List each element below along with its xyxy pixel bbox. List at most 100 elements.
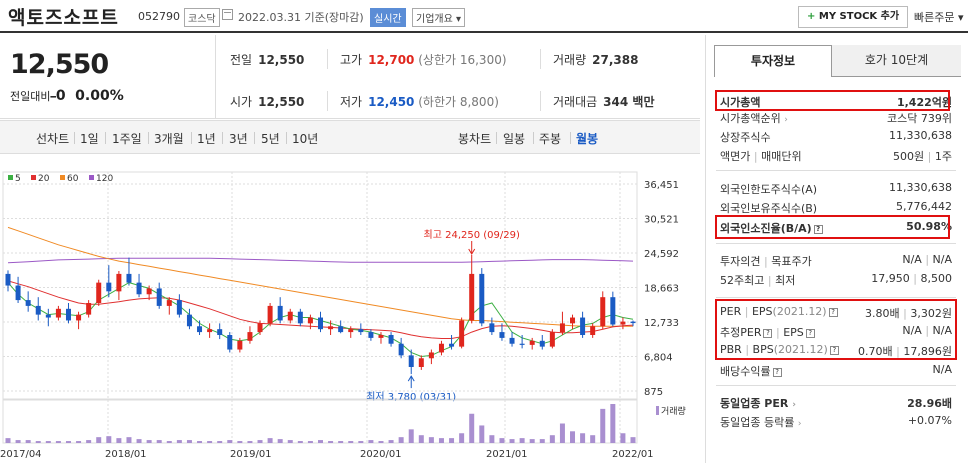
plus-icon: + (807, 11, 816, 22)
volume-bar (65, 441, 71, 443)
candle-body (65, 308, 71, 321)
candle (116, 270, 122, 301)
volume-bar (630, 437, 636, 443)
candle (418, 355, 424, 370)
candle-body (237, 340, 243, 350)
divider (74, 132, 75, 144)
divider (570, 132, 571, 144)
candle (600, 291, 606, 330)
market-cap-label: 시가총액 (720, 96, 761, 109)
rank-label-text: 시가총액순위 (720, 112, 781, 125)
tab-order-book[interactable]: 호가 10단계 (832, 45, 961, 77)
price-chart[interactable]: 5 20 60 120 36,451 30,521 24,592 18,663 12,733 6,… (0, 154, 700, 463)
candle-body (449, 343, 455, 347)
volume-bar (469, 413, 475, 443)
company-overview-button[interactable]: 기업개요 ▾ (412, 8, 466, 27)
change-value: 0 (55, 88, 66, 104)
divider (254, 132, 255, 144)
candle-daily[interactable]: 일봉 (503, 132, 526, 146)
candle-body (277, 305, 283, 321)
candle (459, 317, 465, 349)
volume-bar (156, 440, 162, 443)
info-icon[interactable]: ? (772, 368, 782, 377)
info-icon[interactable]: ? (763, 329, 773, 338)
candle-weekly[interactable]: 주봉 (539, 132, 562, 146)
volume-bar (388, 440, 394, 443)
divider (286, 132, 287, 144)
candle (287, 308, 293, 324)
industry-change-label[interactable]: 동일업종 등락률 › (720, 414, 801, 430)
line-chart-label[interactable]: 선차트 (36, 132, 70, 146)
opinion-row: 투자의견 | 목표주가 N/A | N/A (720, 251, 952, 269)
volume-bar (489, 435, 495, 443)
candle-body (15, 285, 21, 301)
volume-bar (116, 438, 122, 443)
period-1y[interactable]: 1년 (197, 132, 216, 146)
info-icon[interactable]: ? (805, 329, 815, 338)
stock-name: 액토즈소프트 (8, 7, 119, 29)
legend-swatch (89, 175, 94, 180)
est-per-value-text: N/A (902, 324, 922, 337)
52week-low-value: 8,500 (920, 272, 953, 285)
candle-monthly[interactable]: 월봉 (576, 132, 599, 146)
high-annotation: 최고 24,250 (09/29) (424, 229, 520, 241)
candle-chart-label[interactable]: 봉차트 (458, 132, 492, 146)
period-5y[interactable]: 5년 (261, 132, 280, 146)
industry-per-label-text: 동일업종 PER (720, 397, 789, 410)
per-period: (2021.12) (772, 305, 827, 318)
volume-bar (479, 425, 485, 443)
industry-per-label[interactable]: 동일업종 PER › (720, 395, 796, 411)
y-tick-label: 6,804 (644, 353, 673, 364)
tab-investment-info[interactable]: 투자정보 (714, 45, 832, 77)
volume-bar (418, 435, 424, 443)
info-icon[interactable]: ? (829, 346, 839, 355)
candle (570, 314, 576, 330)
info-icon[interactable]: ? (813, 225, 823, 234)
volume-bar (237, 441, 243, 443)
volume-bar (529, 439, 535, 443)
period-3y[interactable]: 3년 (229, 132, 248, 146)
candle (15, 276, 21, 303)
x-tick-label: 2018/01 (105, 449, 147, 460)
legend-5: 5 (15, 174, 21, 184)
x-tick-label: 2019/01 (230, 449, 272, 460)
volume-bar (398, 437, 404, 443)
divider (215, 35, 216, 119)
candle-body (86, 302, 92, 315)
candle (237, 337, 243, 353)
x-tick-label: 2022/01 (612, 449, 654, 460)
target-price-value: N/A (932, 253, 952, 266)
candle-body (247, 332, 253, 341)
rank-label[interactable]: 시가총액순위 › (720, 110, 788, 126)
company-overview-label: 기업개요 (416, 14, 453, 25)
realtime-button[interactable]: 실시간 (370, 8, 406, 27)
amount-value: 344 백만 (603, 95, 655, 109)
candle-body (45, 314, 51, 318)
volume-bar (207, 441, 213, 443)
legend-20: 20 (38, 174, 50, 184)
volume-bar (318, 440, 323, 443)
period-1w[interactable]: 1주일 (112, 132, 142, 146)
eps-label: EPS (751, 305, 773, 318)
volume-bar (438, 438, 444, 443)
divider (716, 170, 956, 171)
info-icon[interactable]: ? (828, 308, 838, 317)
period-1d[interactable]: 1일 (80, 132, 99, 146)
candle-body (408, 355, 414, 367)
my-stock-add-button[interactable]: + MY STOCK 추가 (798, 6, 909, 28)
candle-body (509, 337, 515, 344)
base-date: 2022.03.31 기준(장마감) (238, 11, 364, 24)
candle-body (398, 343, 404, 356)
period-3m[interactable]: 3개월 (154, 132, 184, 146)
est-eps-value: N/A (932, 324, 952, 337)
volume-bar (25, 440, 31, 443)
pbr-value: 0.70배 | 17,896원 (858, 345, 952, 358)
period-10y[interactable]: 10년 (292, 132, 319, 146)
candle-body (570, 317, 576, 324)
foreign-ratio-row: 외국인소진율(B/A)? 50.98% (720, 218, 952, 236)
quick-order-button[interactable]: 빠른주문 ▾ (914, 9, 964, 25)
candle (106, 265, 112, 298)
volume-bar (76, 441, 82, 443)
candle (348, 326, 354, 338)
low-value: 12,450 (368, 95, 415, 109)
